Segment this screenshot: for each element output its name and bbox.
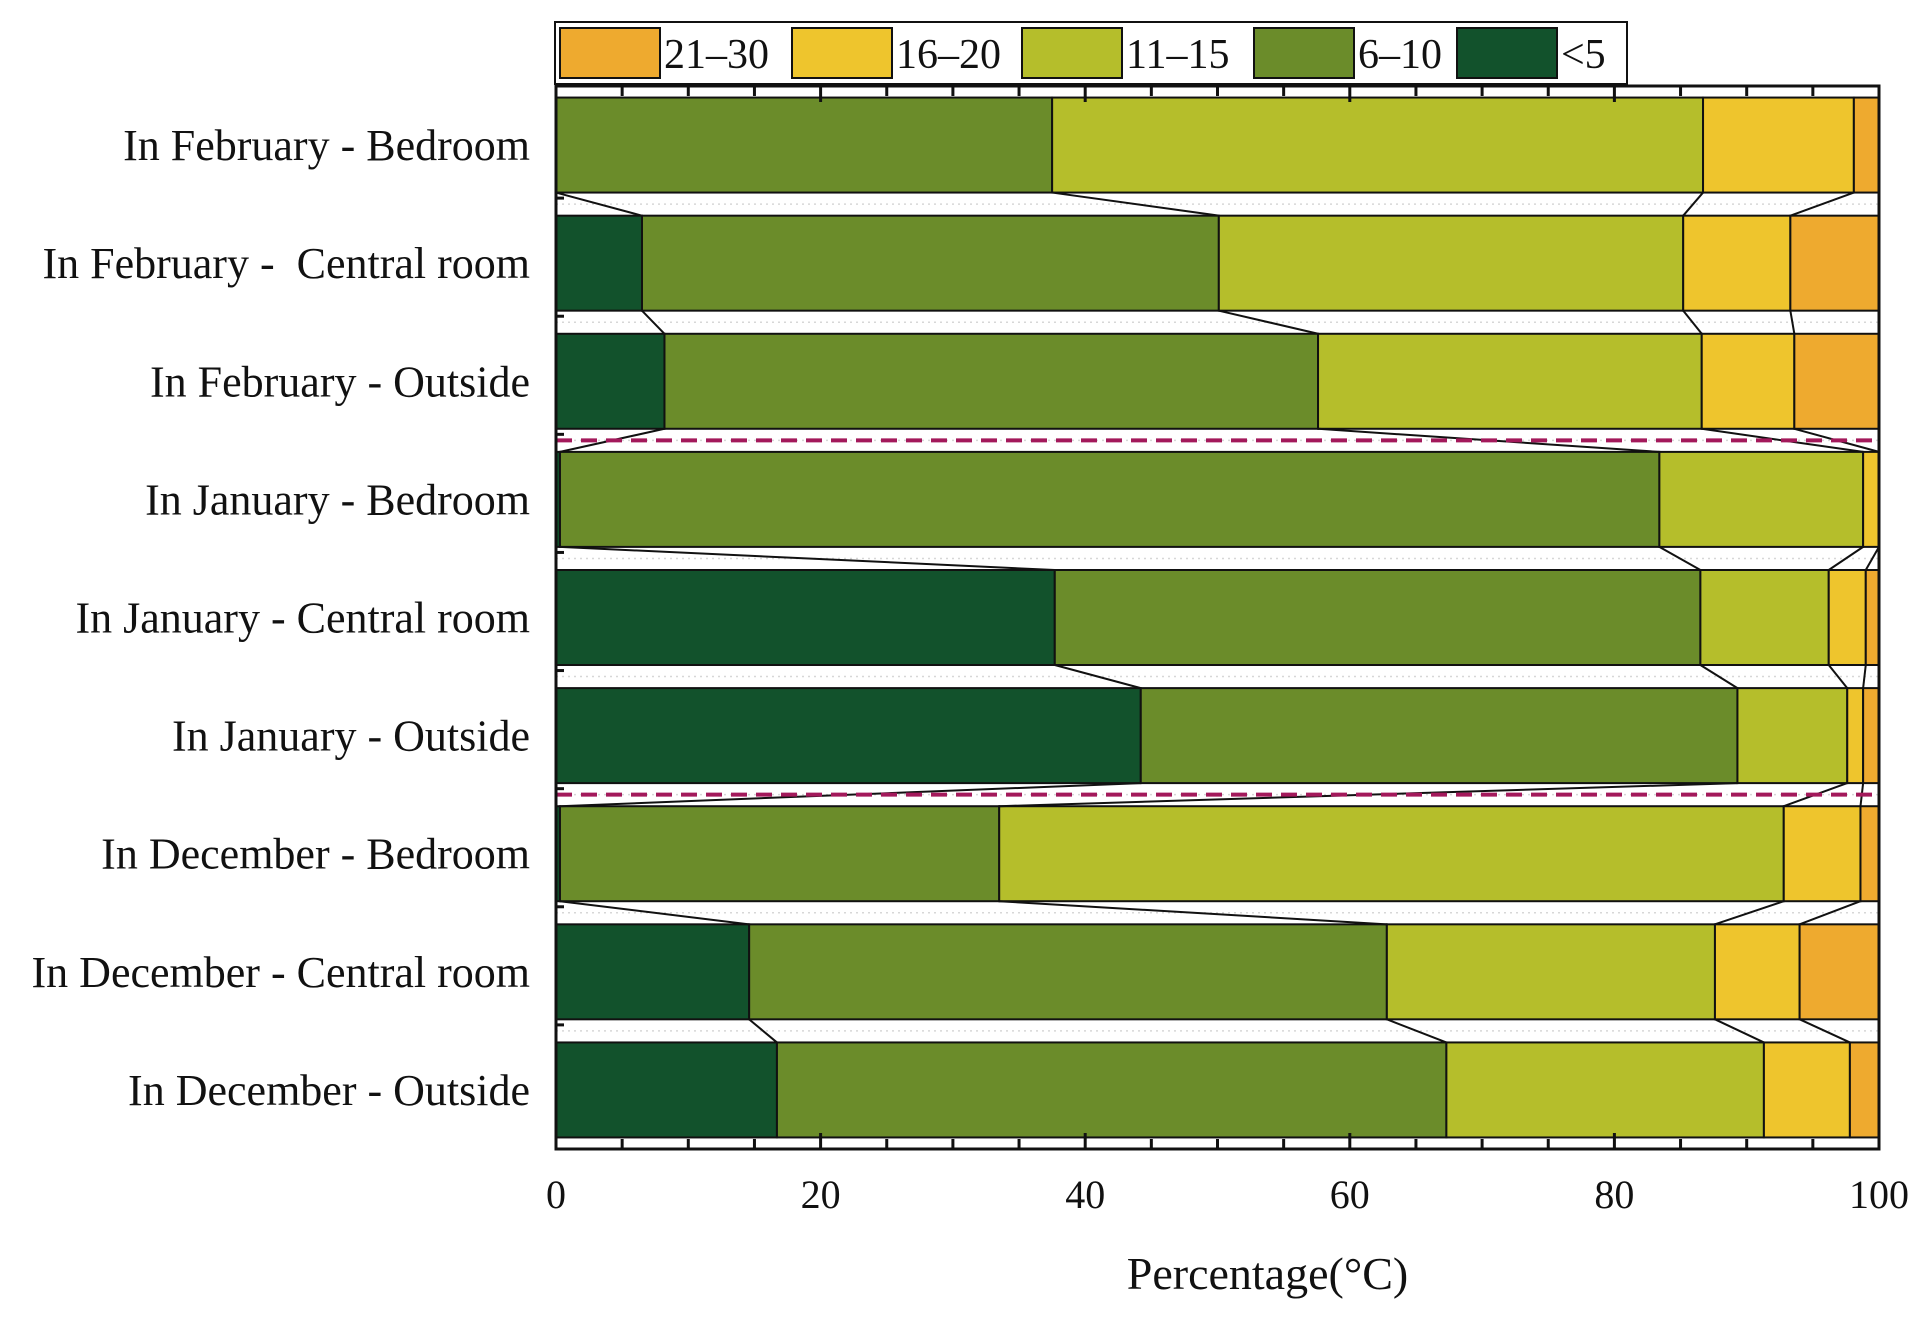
bar-segment — [1848, 1041, 1881, 1139]
bar-segment — [555, 96, 1054, 194]
category-label: In January - Central room — [75, 594, 530, 643]
legend-label: 11–15 — [1126, 32, 1229, 78]
bar-segment — [555, 332, 666, 430]
bar-segment — [1846, 687, 1865, 785]
bars-group — [555, 96, 1881, 1139]
bar-segment — [1053, 569, 1702, 666]
x-tick-label: 0 — [546, 1172, 566, 1217]
bar-segment — [1700, 332, 1796, 430]
connector-line — [1864, 546, 1880, 571]
x-axis-title: Percentage(°C) — [1127, 1248, 1408, 1299]
bar-segment — [1864, 569, 1881, 666]
legend-label: <5 — [1561, 32, 1606, 78]
connector-line — [1827, 664, 1849, 689]
bar-segment — [1782, 805, 1862, 903]
bar-segment — [555, 569, 1056, 666]
bar-segment — [1736, 687, 1849, 785]
connector-line — [1051, 191, 1219, 217]
bar-segment — [558, 450, 1661, 548]
category-label: In February - Bedroom — [123, 121, 530, 170]
bar-segment — [1859, 805, 1881, 903]
bar-segment — [1827, 569, 1867, 666]
connector-line — [1054, 664, 1142, 690]
bar-segment — [555, 214, 643, 312]
bar-segment — [1793, 332, 1880, 430]
connector-line — [1658, 546, 1701, 571]
category-label: In February - Outside — [150, 357, 530, 406]
bar-segment — [1658, 450, 1865, 548]
connector-line — [559, 782, 1141, 808]
legend-swatch — [791, 27, 893, 79]
legend-swatch — [1021, 27, 1123, 79]
connector-line — [999, 900, 1387, 926]
bar-segment — [1702, 96, 1855, 194]
bar-segment — [555, 923, 751, 1021]
category-label: In December - Bedroom — [101, 830, 530, 879]
bar-segment — [1139, 687, 1739, 785]
bar-segment — [558, 805, 1001, 903]
legend-swatch — [559, 27, 661, 79]
connector-line — [1218, 309, 1319, 335]
legend-swatch — [1253, 27, 1355, 79]
bar-segment — [640, 214, 1220, 312]
connector-line — [1699, 664, 1738, 689]
category-label: In December - Central room — [32, 948, 530, 997]
connector-line — [1682, 191, 1704, 217]
connector-line — [1714, 900, 1785, 926]
bar-segment — [748, 923, 1388, 1021]
x-tick-label: 40 — [1065, 1172, 1105, 1217]
connector-line — [641, 309, 666, 335]
connector-line — [748, 1018, 778, 1044]
bar-segment — [1862, 450, 1881, 548]
bar-segment — [1713, 923, 1801, 1021]
connector-line — [555, 191, 643, 217]
category-label: In January - Bedroom — [145, 475, 530, 524]
connector-line — [1862, 664, 1867, 689]
bar-segment — [998, 805, 1785, 903]
x-tick-label: 100 — [1849, 1172, 1909, 1217]
x-tick-label: 60 — [1330, 1172, 1370, 1217]
connector-line — [1714, 1018, 1765, 1044]
bar-segment — [1051, 96, 1705, 194]
legend-label: 16–20 — [896, 32, 1001, 78]
legend-label: 6–10 — [1358, 32, 1442, 78]
category-label: In December - Outside — [128, 1066, 530, 1115]
category-label: In January - Outside — [172, 712, 530, 761]
category-label: In February - Central room — [42, 239, 530, 288]
connector-line — [1682, 310, 1703, 335]
connector-line — [559, 545, 1055, 571]
bar-segment — [775, 1041, 1448, 1139]
bar-segment — [663, 332, 1320, 430]
bar-segment — [1317, 332, 1703, 430]
bar-segment — [1682, 214, 1792, 312]
connector-line — [1799, 900, 1861, 926]
connector-line — [1386, 1018, 1447, 1044]
connector-line — [1789, 310, 1796, 334]
bar-segment — [1798, 923, 1880, 1021]
bar-segment — [1852, 96, 1881, 194]
bar-segment — [1445, 1041, 1765, 1139]
bar-segment — [1699, 569, 1830, 666]
legend-swatch — [1456, 27, 1558, 79]
legend-label: 21–30 — [664, 32, 769, 78]
bar-segment — [1385, 923, 1716, 1021]
bar-segment — [555, 1041, 778, 1139]
connector-line — [559, 900, 750, 926]
connector-line — [1828, 546, 1864, 571]
connector-line — [1790, 191, 1855, 217]
bar-segment — [1862, 687, 1881, 785]
bar-segment — [1789, 214, 1881, 312]
x-tick-label: 80 — [1594, 1172, 1634, 1217]
bar-segment — [1217, 214, 1685, 312]
bar-segment — [1762, 1041, 1851, 1139]
legend: 21–30 16–20 11–15 6–10 <5 — [554, 21, 1628, 85]
x-tick-label: 20 — [801, 1172, 841, 1217]
connector-line — [1799, 1018, 1851, 1044]
bar-segment — [555, 687, 1142, 785]
